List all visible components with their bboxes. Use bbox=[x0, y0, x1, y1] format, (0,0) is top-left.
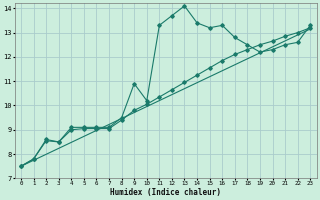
X-axis label: Humidex (Indice chaleur): Humidex (Indice chaleur) bbox=[110, 188, 221, 197]
